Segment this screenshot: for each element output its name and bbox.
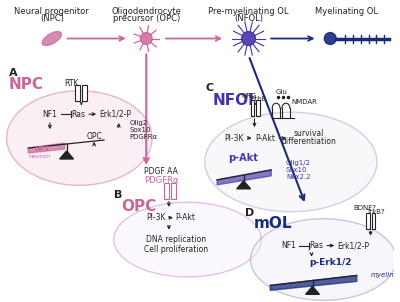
Ellipse shape (205, 112, 377, 212)
Text: OPC: OPC (86, 132, 102, 140)
Text: p-Akt: p-Akt (228, 153, 258, 163)
Circle shape (140, 33, 152, 44)
Text: (NFOL): (NFOL) (234, 14, 263, 23)
Ellipse shape (114, 202, 261, 277)
Polygon shape (217, 170, 271, 185)
Text: Sox10: Sox10 (130, 127, 151, 133)
Text: NMDAR: NMDAR (292, 99, 318, 105)
Text: NPC: NPC (8, 77, 44, 92)
Text: differentiation: differentiation (281, 137, 336, 146)
Text: PI-3K: PI-3K (224, 133, 244, 143)
Text: Cell proliferation: Cell proliferation (144, 245, 208, 254)
Bar (76, 85, 80, 101)
Text: Erk1/2-P: Erk1/2-P (337, 241, 369, 250)
Bar (256, 100, 260, 116)
Text: NRG: NRG (241, 93, 256, 99)
Bar (372, 213, 376, 229)
Circle shape (324, 33, 336, 44)
Text: A: A (8, 68, 17, 78)
Text: Glu: Glu (276, 89, 288, 95)
Text: NF1: NF1 (282, 241, 296, 250)
Ellipse shape (250, 219, 396, 300)
Text: DNA replication: DNA replication (146, 235, 206, 244)
Text: RTK: RTK (64, 79, 79, 88)
Text: NFOL: NFOL (212, 93, 258, 108)
Text: OPC: OPC (122, 199, 157, 214)
Text: Pre-myelinating OL: Pre-myelinating OL (208, 7, 289, 16)
Text: TrkB?: TrkB? (366, 209, 384, 215)
Ellipse shape (6, 91, 152, 185)
Text: Olig2: Olig2 (130, 120, 148, 126)
Text: Myelinating OL: Myelinating OL (316, 7, 378, 16)
Bar (82, 85, 87, 101)
Bar (366, 213, 370, 229)
Text: PDGFRα: PDGFRα (144, 176, 178, 185)
Text: mOL: mOL (254, 216, 292, 231)
Bar (171, 183, 176, 199)
Text: (NPC): (NPC) (40, 14, 64, 23)
Text: NF1: NF1 (42, 110, 57, 119)
Text: Erk1/2-P: Erk1/2-P (99, 110, 131, 119)
Text: Oligodendrocyte: Oligodendrocyte (111, 7, 181, 16)
Text: Neural progenitor: Neural progenitor (14, 7, 89, 16)
Polygon shape (270, 275, 357, 290)
Bar (250, 100, 254, 116)
Text: NF1: NF1 (34, 146, 50, 152)
Text: Nkx2.2: Nkx2.2 (286, 174, 310, 180)
Text: Ras: Ras (310, 241, 324, 250)
Text: p-Erk1/2: p-Erk1/2 (309, 258, 352, 267)
Polygon shape (60, 151, 74, 159)
Text: Olig1/2: Olig1/2 (286, 160, 311, 166)
Text: precursor (OPC): precursor (OPC) (113, 14, 180, 23)
Text: survival: survival (293, 129, 324, 138)
Ellipse shape (42, 31, 62, 46)
Text: neuron: neuron (29, 154, 51, 159)
Circle shape (242, 31, 256, 46)
Text: BDNF?: BDNF? (353, 205, 376, 211)
Polygon shape (28, 143, 65, 153)
Text: B: B (114, 190, 122, 200)
Bar (164, 183, 169, 199)
Text: PDGF AA: PDGF AA (144, 167, 178, 176)
Text: myelin: myelin (370, 272, 394, 278)
Text: C: C (205, 83, 214, 93)
Polygon shape (237, 181, 250, 189)
Text: D: D (245, 208, 254, 218)
Text: Sox10: Sox10 (286, 167, 308, 173)
Text: P-Akt: P-Akt (255, 133, 275, 143)
Polygon shape (306, 286, 319, 294)
Text: Ras: Ras (72, 110, 86, 119)
Text: ErbB: ErbB (250, 96, 267, 102)
Text: P-Akt: P-Akt (176, 213, 196, 222)
Text: PDGFRα: PDGFRα (130, 134, 158, 140)
Text: PI-3K: PI-3K (146, 213, 166, 222)
